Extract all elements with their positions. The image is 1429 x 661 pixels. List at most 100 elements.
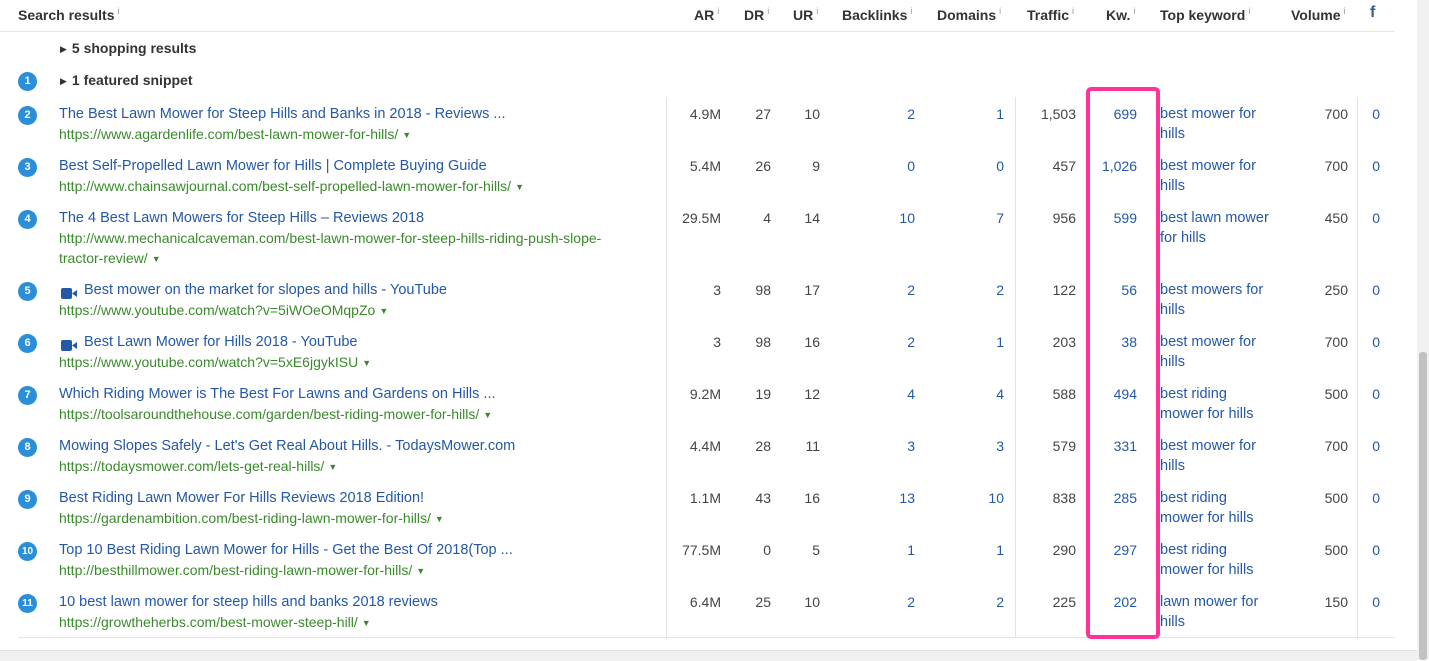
domains-value[interactable]: 1 bbox=[996, 334, 1004, 350]
domains-value[interactable]: 3 bbox=[996, 438, 1004, 454]
top-keyword-link[interactable]: lawn mower for hills bbox=[1160, 594, 1259, 630]
backlinks-value[interactable]: 2 bbox=[907, 594, 915, 610]
result-title-link[interactable]: Best Riding Lawn Mower For Hills Reviews… bbox=[59, 490, 425, 506]
url-dropdown-icon[interactable]: ▼ bbox=[416, 566, 426, 576]
result-url-text[interactable]: https://todaysmower.com/lets-get-real-hi… bbox=[59, 458, 325, 474]
fb-value[interactable]: 0 bbox=[1372, 386, 1380, 402]
url-dropdown-icon[interactable]: ▼ bbox=[379, 306, 389, 316]
result-url[interactable]: http://www.mechanicalcaveman.com/best-la… bbox=[59, 228, 629, 269]
kw-value[interactable]: 297 bbox=[1113, 542, 1137, 558]
result-url[interactable]: https://www.agardenlife.com/best-lawn-mo… bbox=[59, 124, 629, 145]
header-backlinks[interactable]: Backlinks i bbox=[842, 6, 913, 23]
backlinks-value[interactable]: 2 bbox=[907, 334, 915, 350]
result-title-link[interactable]: Best Self-Propelled Lawn Mower for Hills… bbox=[59, 158, 487, 174]
result-url[interactable]: http://besthillmower.com/best-riding-law… bbox=[59, 560, 629, 581]
result-title-link[interactable]: Top 10 Best Riding Lawn Mower for Hills … bbox=[59, 542, 513, 558]
backlinks-value[interactable]: 0 bbox=[907, 158, 915, 174]
result-url-text[interactable]: https://toolsaroundthehouse.com/garden/b… bbox=[59, 406, 480, 422]
fb-value[interactable]: 0 bbox=[1372, 490, 1380, 506]
header-dr[interactable]: DR i bbox=[744, 6, 770, 23]
result-title-link[interactable]: 10 best lawn mower for steep hills and b… bbox=[59, 594, 438, 610]
kw-value[interactable]: 1,026 bbox=[1101, 158, 1137, 174]
result-title-link[interactable]: The 4 Best Lawn Mowers for Steep Hills –… bbox=[59, 210, 425, 226]
result-url-text[interactable]: https://www.youtube.com/watch?v=5xE6jgyk… bbox=[59, 354, 359, 370]
domains-value[interactable]: 7 bbox=[996, 210, 1004, 226]
result-url[interactable]: https://gardenambition.com/best-riding-l… bbox=[59, 508, 629, 529]
url-dropdown-icon[interactable]: ▼ bbox=[434, 514, 444, 524]
header-ar[interactable]: AR i bbox=[694, 6, 720, 23]
facebook-icon[interactable]: f bbox=[1370, 4, 1376, 21]
header-domains[interactable]: Domains i bbox=[937, 6, 1002, 23]
fb-value[interactable]: 0 bbox=[1372, 542, 1380, 558]
fb-value[interactable]: 0 bbox=[1372, 594, 1380, 610]
kw-value[interactable]: 285 bbox=[1113, 490, 1137, 506]
result-url-text[interactable]: http://www.chainsawjournal.com/best-self… bbox=[59, 178, 512, 194]
kw-value[interactable]: 202 bbox=[1113, 594, 1137, 610]
result-title-link[interactable]: Best Lawn Mower for Hills 2018 - YouTube bbox=[84, 334, 358, 350]
url-dropdown-icon[interactable]: ▼ bbox=[483, 410, 493, 420]
backlinks-value[interactable]: 13 bbox=[899, 490, 915, 506]
backlinks-value[interactable]: 3 bbox=[907, 438, 915, 454]
top-keyword-link[interactable]: best mower for hills bbox=[1160, 438, 1256, 474]
result-title-link[interactable]: Mowing Slopes Safely - Let's Get Real Ab… bbox=[59, 438, 516, 454]
url-dropdown-icon[interactable]: ▼ bbox=[151, 254, 161, 264]
domains-value[interactable]: 2 bbox=[996, 594, 1004, 610]
domains-value[interactable]: 4 bbox=[996, 386, 1004, 402]
result-url[interactable]: https://www.youtube.com/watch?v=5xE6jgyk… bbox=[59, 352, 629, 373]
url-dropdown-icon[interactable]: ▼ bbox=[515, 182, 524, 192]
fb-value[interactable]: 0 bbox=[1372, 438, 1380, 454]
kw-value[interactable]: 599 bbox=[1113, 210, 1137, 226]
header-ur[interactable]: UR i bbox=[793, 6, 819, 23]
header-volume[interactable]: Volume i bbox=[1291, 6, 1346, 23]
kw-value[interactable]: 38 bbox=[1121, 334, 1137, 350]
horizontal-scrollbar[interactable] bbox=[0, 650, 1417, 661]
top-keyword-link[interactable]: best riding mower for hills bbox=[1160, 386, 1254, 422]
result-url-text[interactable]: https://gardenambition.com/best-riding-l… bbox=[59, 510, 431, 526]
header-traffic[interactable]: Traffic i bbox=[1027, 6, 1075, 23]
result-url-text[interactable]: https://www.agardenlife.com/best-lawn-mo… bbox=[59, 126, 399, 142]
domains-value[interactable]: 2 bbox=[996, 282, 1004, 298]
vertical-scrollbar[interactable] bbox=[1417, 0, 1429, 660]
top-keyword-link[interactable]: best lawn mower for hills bbox=[1160, 210, 1269, 246]
backlinks-value[interactable]: 10 bbox=[899, 210, 915, 226]
result-url-text[interactable]: https://www.youtube.com/watch?v=5iWOeOMq… bbox=[59, 302, 376, 318]
result-title-link[interactable]: The Best Lawn Mower for Steep Hills and … bbox=[59, 106, 506, 122]
result-url[interactable]: http://www.chainsawjournal.com/best-self… bbox=[59, 176, 629, 197]
scrollbar-thumb[interactable] bbox=[1419, 352, 1427, 660]
fb-value[interactable]: 0 bbox=[1372, 282, 1380, 298]
fb-value[interactable]: 0 bbox=[1372, 158, 1380, 174]
header-kw[interactable]: Kw. i bbox=[1106, 6, 1136, 23]
domains-value[interactable]: 1 bbox=[996, 106, 1004, 122]
backlinks-value[interactable]: 2 bbox=[907, 106, 915, 122]
url-dropdown-icon[interactable]: ▼ bbox=[328, 462, 338, 472]
featured-snippet-toggle[interactable]: ▶ 1 featured snippet bbox=[60, 72, 193, 88]
result-url-text[interactable]: http://www.mechanicalcaveman.com/best-la… bbox=[59, 230, 602, 266]
result-url[interactable]: https://toolsaroundthehouse.com/garden/b… bbox=[59, 404, 629, 425]
domains-value[interactable]: 0 bbox=[996, 158, 1004, 174]
domains-value[interactable]: 1 bbox=[996, 542, 1004, 558]
top-keyword-link[interactable]: best riding mower for hills bbox=[1160, 490, 1254, 526]
result-url-text[interactable]: https://growtheherbs.com/best-mower-stee… bbox=[59, 614, 358, 630]
fb-value[interactable]: 0 bbox=[1372, 210, 1380, 226]
url-dropdown-icon[interactable]: ▼ bbox=[361, 618, 371, 628]
result-url[interactable]: https://growtheherbs.com/best-mower-stee… bbox=[59, 612, 629, 633]
domains-value[interactable]: 10 bbox=[988, 490, 1004, 506]
shopping-results-toggle[interactable]: ▶ 5 shopping results bbox=[60, 40, 197, 56]
kw-value[interactable]: 331 bbox=[1113, 438, 1137, 454]
top-keyword-link[interactable]: best mower for hills bbox=[1160, 106, 1256, 142]
backlinks-value[interactable]: 1 bbox=[907, 542, 915, 558]
top-keyword-link[interactable]: best mowers for hills bbox=[1160, 282, 1264, 318]
result-url-text[interactable]: http://besthillmower.com/best-riding-law… bbox=[59, 562, 413, 578]
result-title-link[interactable]: Which Riding Mower is The Best For Lawns… bbox=[59, 386, 496, 402]
backlinks-value[interactable]: 4 bbox=[907, 386, 915, 402]
url-dropdown-icon[interactable]: ▼ bbox=[362, 358, 372, 368]
result-url[interactable]: https://www.youtube.com/watch?v=5iWOeOMq… bbox=[59, 300, 629, 321]
result-url[interactable]: https://todaysmower.com/lets-get-real-hi… bbox=[59, 456, 629, 477]
fb-value[interactable]: 0 bbox=[1372, 106, 1380, 122]
kw-value[interactable]: 494 bbox=[1113, 386, 1137, 402]
kw-value[interactable]: 56 bbox=[1121, 282, 1137, 298]
url-dropdown-icon[interactable]: ▼ bbox=[402, 130, 412, 140]
top-keyword-link[interactable]: best mower for hills bbox=[1160, 334, 1256, 370]
header-top-keyword[interactable]: Top keyword i bbox=[1160, 6, 1251, 23]
result-title-link[interactable]: Best mower on the market for slopes and … bbox=[84, 282, 447, 298]
